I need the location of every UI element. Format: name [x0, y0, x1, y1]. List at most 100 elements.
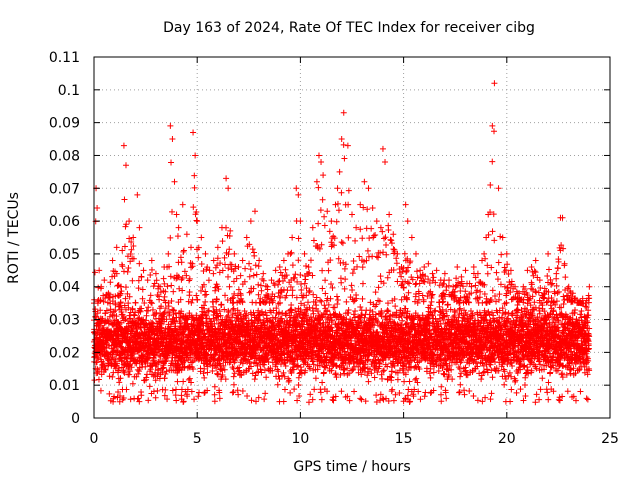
data-point — [204, 264, 211, 271]
data-point — [237, 272, 244, 279]
data-point — [179, 275, 186, 282]
data-point — [158, 303, 165, 310]
data-point — [232, 263, 239, 270]
data-point — [231, 370, 238, 377]
data-point — [136, 260, 143, 267]
data-point — [102, 310, 109, 317]
data-point — [188, 299, 195, 306]
data-point — [175, 273, 182, 280]
data-point — [124, 268, 131, 275]
data-point — [110, 348, 117, 355]
data-point — [186, 275, 193, 282]
data-point — [147, 292, 154, 299]
data-point — [235, 391, 242, 398]
data-point — [178, 386, 185, 393]
data-point — [222, 261, 229, 268]
data-point — [128, 238, 135, 245]
data-point — [130, 243, 137, 250]
data-point — [136, 398, 143, 405]
data-point — [222, 292, 229, 299]
data-point — [128, 364, 135, 371]
data-point — [189, 263, 196, 270]
data-point — [118, 288, 125, 295]
data-point — [138, 305, 145, 312]
data-point — [125, 265, 132, 272]
data-point — [173, 397, 180, 404]
data-point — [132, 299, 139, 306]
data-point — [195, 393, 202, 400]
data-point — [187, 351, 194, 358]
data-point — [163, 357, 170, 364]
data-point — [230, 381, 237, 388]
data-point — [231, 290, 238, 297]
data-point — [202, 298, 209, 305]
data-point — [197, 287, 204, 294]
data-point — [228, 261, 235, 268]
data-point — [208, 346, 215, 353]
data-point — [119, 358, 126, 365]
data-point — [148, 300, 155, 307]
data-point — [200, 322, 207, 329]
data-point — [194, 296, 201, 303]
data-point — [223, 314, 230, 321]
data-point — [203, 311, 210, 318]
data-point — [121, 243, 128, 250]
data-point — [156, 296, 163, 303]
data-point — [202, 288, 209, 295]
data-point — [178, 259, 185, 266]
data-point — [147, 271, 154, 278]
data-point — [95, 368, 102, 375]
data-point — [161, 280, 168, 287]
data-point — [126, 368, 133, 375]
data-point — [213, 364, 220, 371]
data-points — [91, 80, 593, 406]
data-point — [191, 396, 198, 403]
data-point — [154, 387, 161, 394]
data-point — [216, 329, 223, 336]
data-point — [106, 373, 113, 380]
data-point — [91, 330, 98, 337]
data-point — [229, 389, 236, 396]
data-point — [95, 284, 102, 291]
data-point — [184, 316, 191, 323]
data-point — [222, 376, 229, 383]
data-point — [211, 398, 218, 405]
data-point — [160, 275, 167, 282]
data-point — [217, 312, 224, 319]
data-point — [167, 273, 174, 280]
data-point — [186, 288, 193, 295]
data-point — [130, 255, 137, 262]
data-point — [201, 374, 208, 381]
data-point — [216, 389, 223, 396]
data-point — [167, 234, 174, 241]
data-point — [191, 184, 198, 191]
data-point — [216, 395, 223, 402]
data-point — [147, 299, 154, 306]
data-point — [117, 393, 124, 400]
data-point — [205, 307, 212, 314]
data-point — [146, 383, 153, 390]
data-point — [185, 298, 192, 305]
data-point — [126, 371, 133, 378]
data-point — [91, 269, 98, 276]
data-point — [122, 284, 129, 291]
data-point — [152, 363, 159, 370]
data-point — [219, 238, 226, 245]
data-point — [139, 286, 146, 293]
data-point — [141, 299, 148, 306]
data-point — [104, 317, 111, 324]
data-point — [103, 307, 110, 314]
data-point — [97, 387, 104, 394]
data-point — [213, 317, 220, 324]
data-point — [184, 393, 191, 400]
data-point — [219, 267, 226, 274]
data-point — [95, 376, 102, 383]
data-point — [203, 291, 210, 298]
chart-title: Day 163 of 2024, Rate Of TEC Index for r… — [163, 20, 535, 36]
data-point — [112, 358, 119, 365]
data-point — [168, 282, 175, 289]
data-point — [226, 246, 233, 253]
data-point — [205, 277, 212, 284]
data-point — [225, 309, 232, 316]
